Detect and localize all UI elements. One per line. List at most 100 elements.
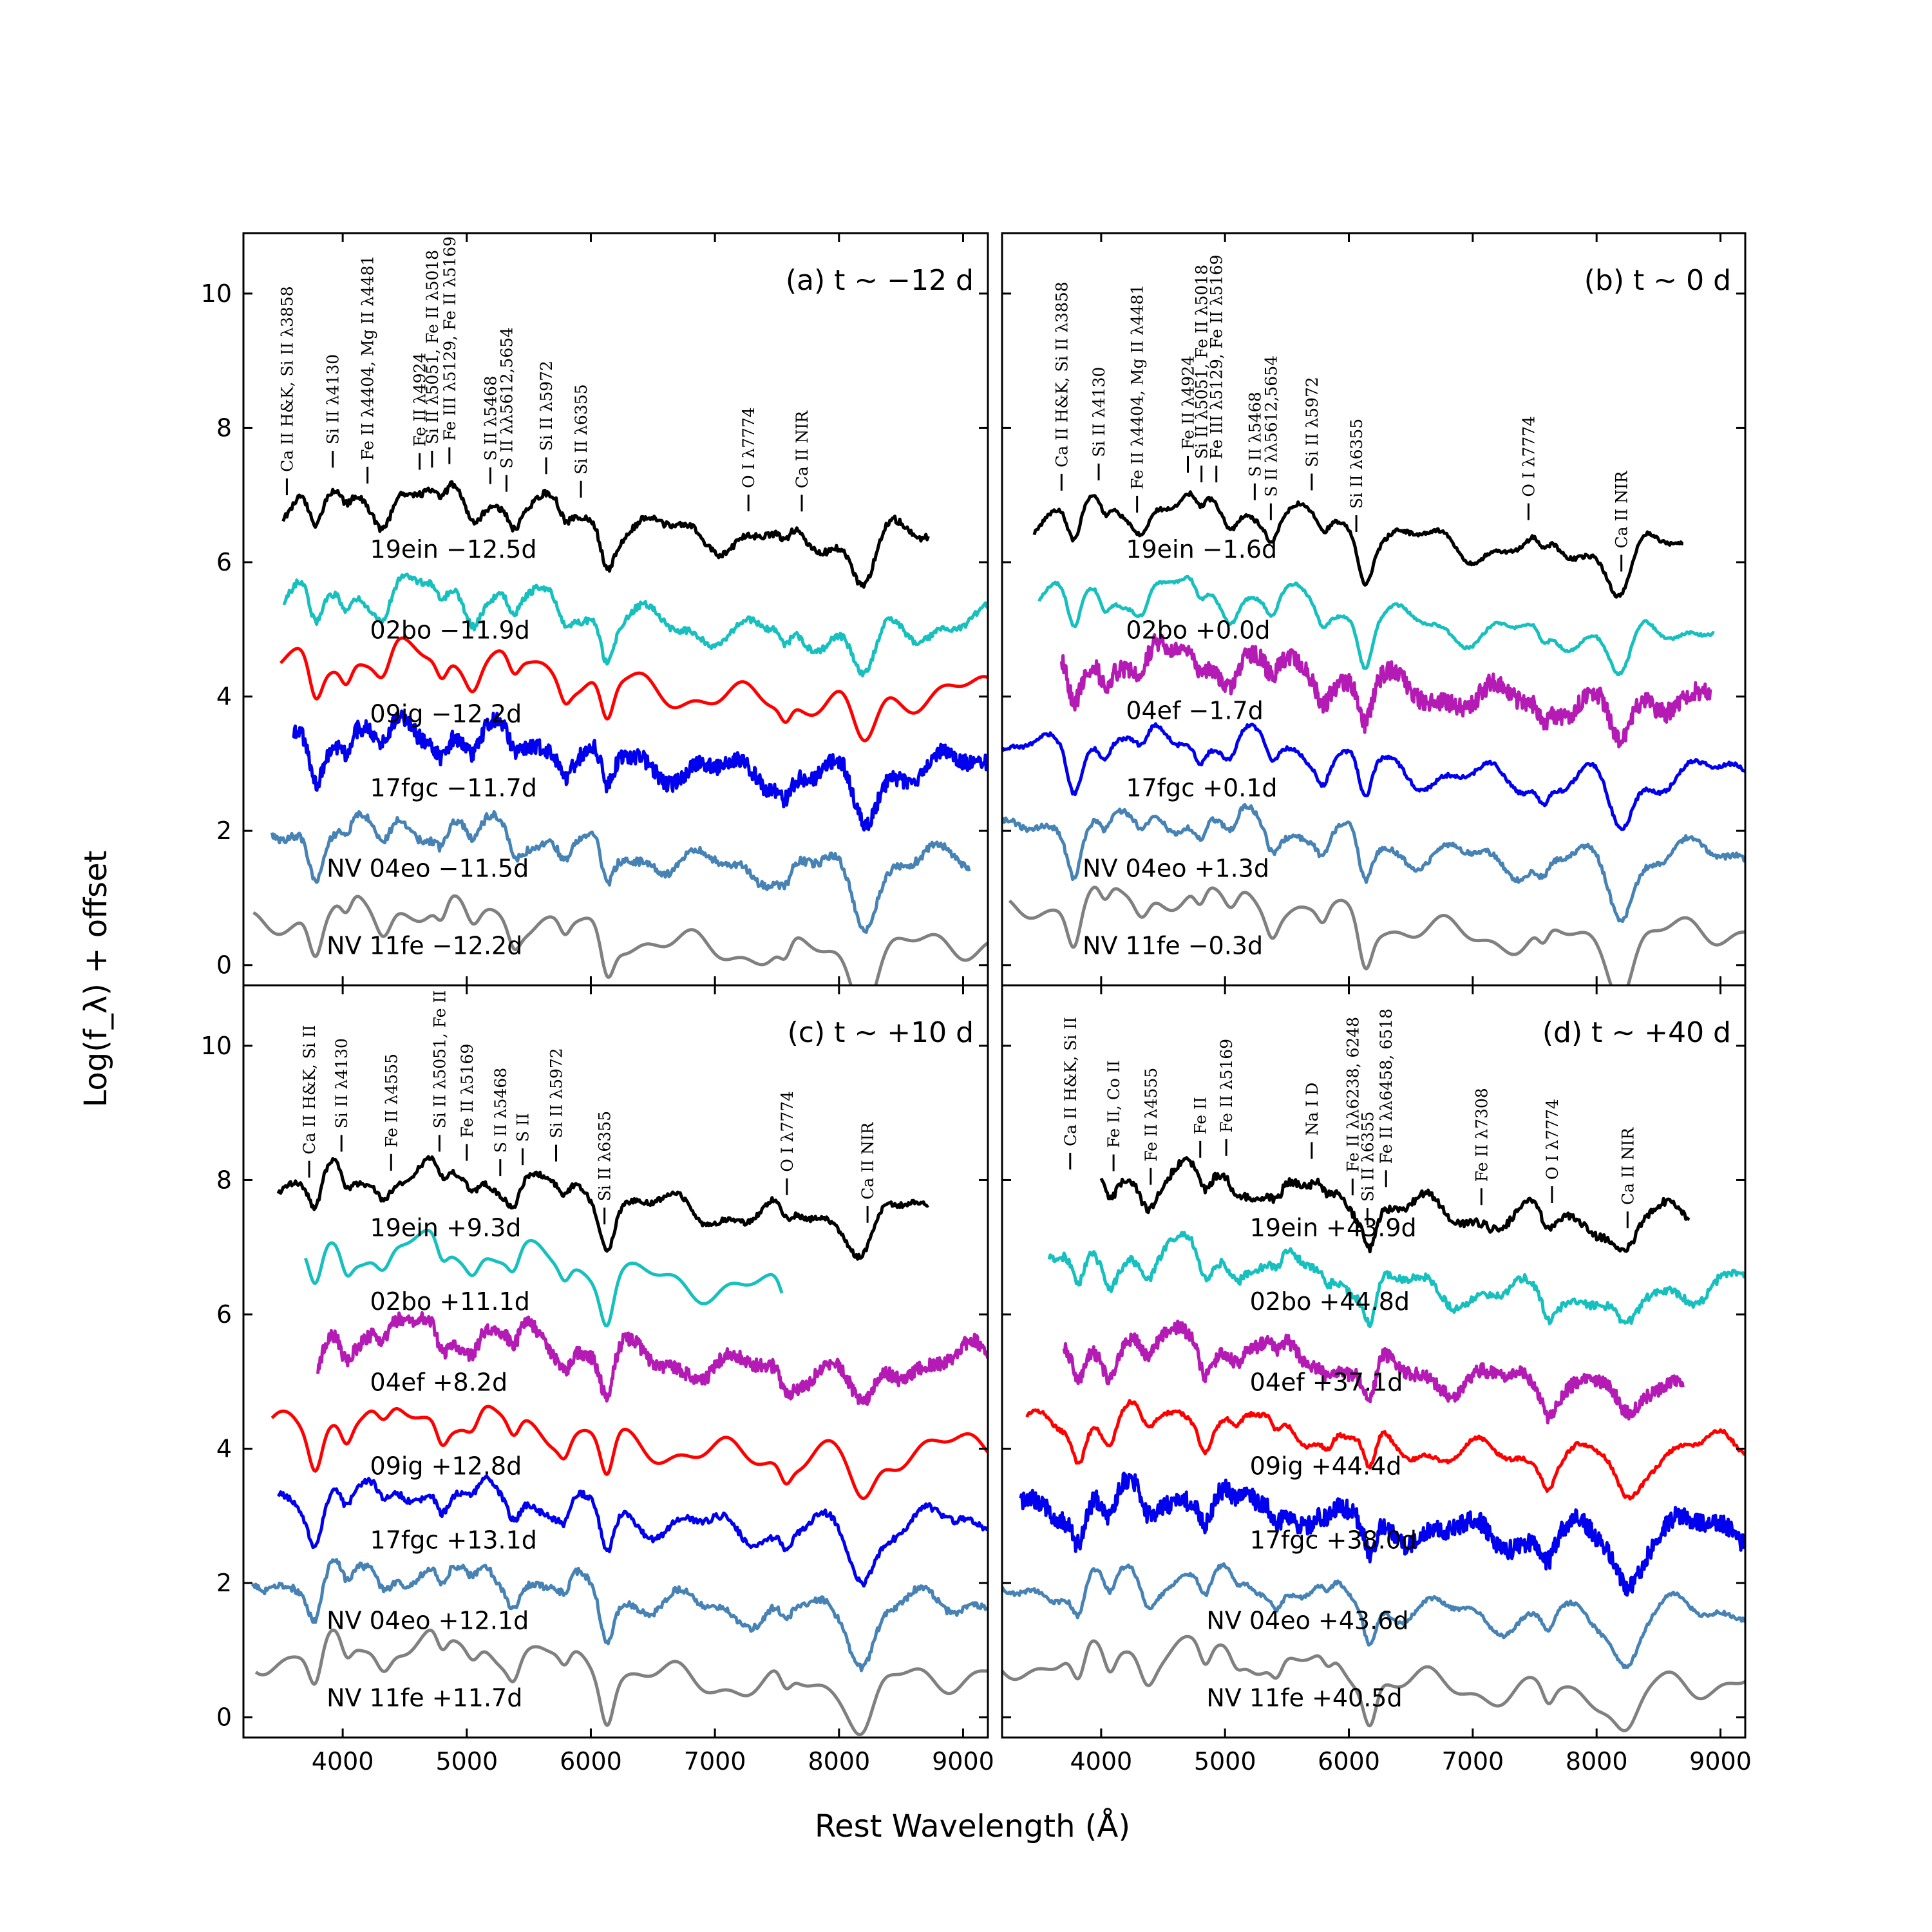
series-label-nv-04eo-12-1d: NV 04eo +12.1d — [327, 1607, 529, 1635]
series-label-19ein-43-9d: 19ein +43.9d — [1250, 1213, 1417, 1242]
series-line-nv-04eo-1-3d — [1002, 803, 1745, 923]
y-axis-label: Log(f_λ) + offset — [78, 850, 114, 1107]
line-mark-label: Si II λ5972 — [537, 361, 556, 451]
line-mark-label: Fe III λ5129, Fe II λ5169 — [1208, 254, 1226, 459]
y-tick-label: 0 — [216, 1703, 232, 1732]
line-mark-label: Fe II — [1191, 1097, 1210, 1134]
series-label-nv-11fe-12-2d: NV 11fe −12.2d — [327, 931, 522, 960]
line-mark-label: Na I D — [1303, 1083, 1321, 1136]
line-mark-label: Fe II λ4404, Mg II λ4481 — [1128, 284, 1147, 489]
series-label-04ef-1-7d: 04ef −1.7d — [1126, 696, 1264, 724]
panel-d: 19ein +43.9d 02bo +44.8d 04ef +37.1d 09ig +… — [1001, 984, 1752, 1776]
series-line-nv-11fe-12-2d — [252, 894, 988, 985]
x-tick-label: 6000 — [560, 1747, 622, 1776]
line-mark-label: Si II λ6355 — [572, 384, 591, 474]
line-mark-label: Ca II H&K, Si II — [300, 1025, 319, 1154]
line-mark-label: O I λ7774 — [1543, 1099, 1562, 1180]
x-tick-label: 5000 — [1194, 1747, 1256, 1776]
series-label-04ef-37-1d: 04ef +37.1d — [1250, 1368, 1403, 1396]
y-tick-label: 2 — [216, 1569, 232, 1597]
series-label-nv-04eo-1-3d: NV 04eo +1.3d — [1083, 855, 1269, 883]
x-tick-label: 9000 — [932, 1747, 994, 1776]
line-mark-label: Fe II λ4555 — [382, 1054, 401, 1148]
line-mark-label: Si II λ5972 — [547, 1048, 566, 1138]
line-mark-label: Fe II λ4555 — [1142, 1068, 1160, 1162]
series-label-19ein-1-6d: 19ein −1.6d — [1126, 535, 1277, 564]
line-mark-label: Ca II NIR — [1618, 1127, 1637, 1205]
x-tick-label: 6000 — [1318, 1747, 1380, 1776]
series-label-02bo-11-9d: 02bo −11.9d — [370, 616, 530, 644]
panel-title: (a) t ∼ −12 d — [786, 264, 974, 297]
series-line-nv-11fe-0-3d — [1008, 886, 1745, 985]
x-tick-label: 4000 — [312, 1747, 374, 1776]
x-tick-label: 5000 — [435, 1747, 498, 1776]
spectra — [1002, 1156, 1745, 1732]
line-mark-label: Fe II, Co II — [1104, 1060, 1123, 1148]
series-label-09ig-12-2d: 09ig −12.2d — [370, 700, 522, 728]
series-line-19ein-43-9d — [1099, 1156, 1690, 1254]
series-line-04ef-37-1d — [1062, 1320, 1685, 1425]
series-line-nv-04eo-12-1d — [251, 1558, 988, 1672]
line-mark-label: Fe II λλ6458, 6518 — [1377, 1009, 1396, 1164]
line-mark-label: Si II λ4130 — [1090, 367, 1108, 457]
line-mark-label: S II λ5468 — [1245, 392, 1264, 477]
y-tick-label: 0 — [216, 951, 232, 980]
series-line-17fgc-38-0d — [1019, 1472, 1745, 1597]
line-mark-label: Si II λ4130 — [324, 354, 343, 444]
panel-title: (d) t ∼ +40 d — [1542, 1016, 1731, 1049]
series-line-04ef-1-7d — [1059, 633, 1712, 749]
series-label-nv-11fe-40-5d: NV 11fe +40.5d — [1206, 1683, 1402, 1712]
series-line-19ein-12-5d — [281, 480, 930, 589]
series-label-02bo-0-0d: 02bo +0.0d — [1126, 616, 1270, 644]
line-mark-label: Si II λ4130 — [332, 1038, 351, 1128]
series-line-02bo-0-0d — [1037, 574, 1715, 677]
line-mark-label: Si II λ6355 — [596, 1111, 614, 1201]
x-tick-label: 7000 — [684, 1747, 746, 1776]
line-mark-label: Fe II λ5169 — [458, 1044, 477, 1138]
line-mark-label: Ca II H&K, Si II λ3858 — [278, 286, 296, 472]
series-label-nv-11fe-0-3d: NV 11fe −0.3d — [1083, 931, 1263, 960]
series-line-02bo-11-1d — [303, 1228, 784, 1328]
series-line-nv-04eo-43-6d — [1002, 1562, 1745, 1669]
series-label-02bo-11-1d: 02bo +11.1d — [370, 1287, 530, 1316]
y-tick-label: 8 — [216, 1166, 232, 1194]
line-mark-label: S II λ5468 — [481, 375, 500, 460]
line-mark-label: O I λ7774 — [739, 407, 758, 488]
panels: 19ein −12.5d 02bo −11.9d 09ig −12.2d 17fgc … — [201, 232, 1752, 1776]
line-mark-label: Fe II λ5169 — [1217, 1039, 1236, 1133]
y-tick-label: 4 — [216, 683, 232, 711]
y-tick-label: 8 — [216, 413, 232, 442]
line-mark-label: Fe II λλ6238, 6248 — [1343, 1017, 1362, 1172]
line-mark-label: Fe III λ5129, Fe II λ5169 — [440, 236, 459, 441]
panel-frame — [242, 984, 989, 1739]
line-mark-label: Si II λ5051, Fe II λ5018 — [1193, 265, 1211, 459]
y-tick-label: 4 — [216, 1435, 232, 1463]
line-mark-label: Fe II λ4924 — [411, 353, 430, 447]
x-tick-label: 8000 — [808, 1747, 870, 1776]
series-label-17fgc-38-0d: 17fgc +38.0d — [1250, 1526, 1417, 1554]
series-line-nv-11fe-11-7d — [254, 1628, 988, 1736]
line-mark-label: Ca II NIR — [793, 410, 811, 488]
line-mark-label: Ca II NIR — [1613, 470, 1631, 548]
panel-frame — [1001, 984, 1747, 1739]
line-mark-label: S II λ5468 — [491, 1068, 510, 1153]
series-label-nv-04eo-11-5d: NV 04eo −11.5d — [327, 855, 529, 883]
series-line-17fgc-0-1d — [1002, 722, 1745, 831]
series-line-19ein-1-6d — [1032, 490, 1684, 599]
line-mark-label: Ca II NIR — [858, 1121, 877, 1199]
series-line-17fgc-13-1d — [276, 1474, 988, 1588]
y-tick-label: 6 — [216, 1300, 232, 1329]
series-label-17fgc-13-1d: 17fgc +13.1d — [370, 1526, 537, 1554]
series-label-04ef-8-2d: 04ef +8.2d — [370, 1368, 508, 1396]
series-line-09ig-44-4d — [1025, 1399, 1745, 1501]
series-label-17fgc-11-7d: 17fgc −11.7d — [370, 773, 537, 802]
line-mark-label: O I λ7774 — [1519, 416, 1538, 497]
x-tick-label: 8000 — [1566, 1747, 1628, 1776]
series-label-17fgc-0-1d: 17fgc +0.1d — [1126, 773, 1277, 802]
series-line-09ig-12-8d — [270, 1405, 988, 1501]
line-mark-label: Fe II λ4924 — [1179, 355, 1198, 450]
spectra — [251, 1155, 988, 1736]
line-mark-label: S II λλ5612,5654 — [1262, 355, 1280, 497]
y-tick-label: 10 — [201, 1032, 232, 1060]
